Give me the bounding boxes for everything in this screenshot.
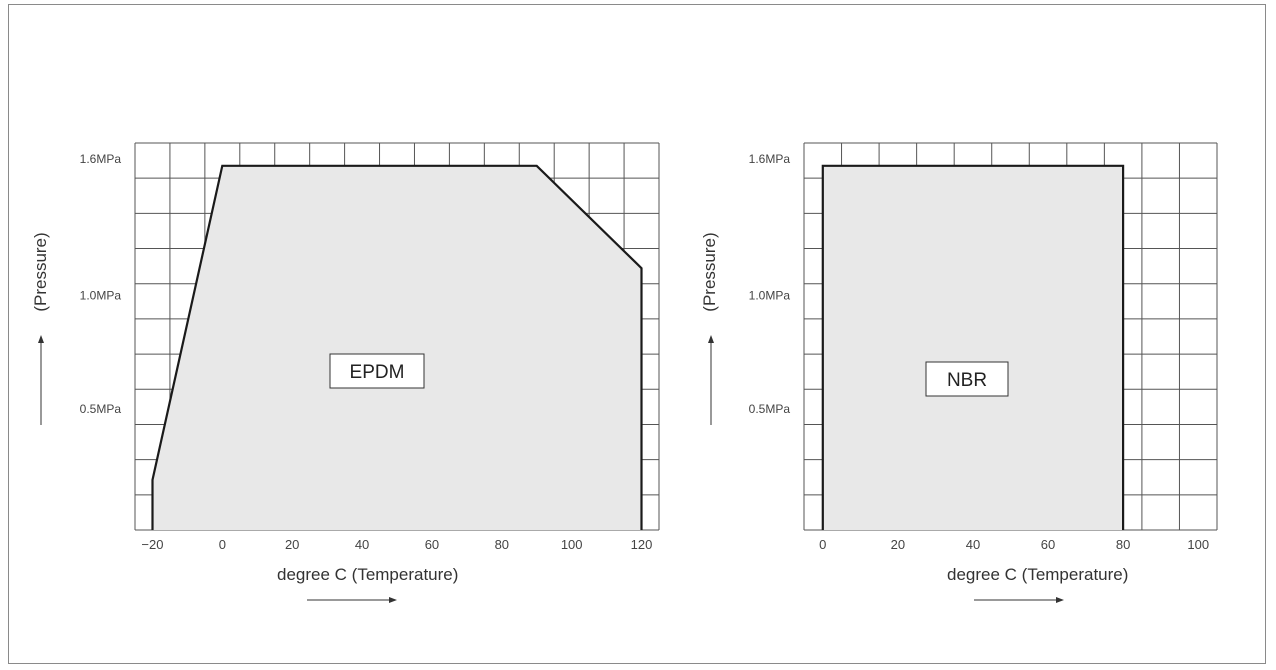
nbr-chart: NBR 0.5MPa 1.0MPa 1.6MPa 0 20 40 60 80 100 (Pressu… bbox=[700, 142, 1218, 603]
epdm-chart: EPDM 0.5MPa 1.0MPa 1.6MPa −20 0 20 40 60 80 100 120… bbox=[31, 142, 660, 603]
epdm-x-tick-label: 40 bbox=[355, 537, 369, 552]
nbr-region-outline bbox=[821, 164, 1125, 530]
epdm-x-tick-label: 60 bbox=[425, 537, 439, 552]
epdm-x-tick-label: 80 bbox=[495, 537, 509, 552]
epdm-x-tick-label: −20 bbox=[141, 537, 163, 552]
nbr-x-tick-label: 20 bbox=[891, 537, 905, 552]
epdm-y-tick-label: 0.5MPa bbox=[80, 402, 122, 416]
epdm-label-box bbox=[329, 353, 425, 389]
nbr-x-tick-label: 100 bbox=[1187, 537, 1209, 552]
nbr-label-box bbox=[925, 361, 1009, 397]
nbr-region-label: NBR bbox=[947, 370, 987, 391]
epdm-y-arrow-head bbox=[38, 335, 44, 343]
epdm-y-tick-label: 1.6MPa bbox=[80, 152, 122, 166]
nbr-x-arrow-head bbox=[1056, 597, 1064, 603]
figure-frame: EPDM 0.5MPa 1.0MPa 1.6MPa −20 0 20 40 60 80 100 120… bbox=[8, 4, 1266, 664]
epdm-x-tick-label: 20 bbox=[285, 537, 299, 552]
epdm-y-axis-label: (Pressure) bbox=[31, 232, 50, 311]
epdm-x-axis-label: degree C (Temperature) bbox=[277, 565, 458, 584]
epdm-x-tick-label: 0 bbox=[219, 537, 226, 552]
epdm-y-tick-label: 1.0MPa bbox=[80, 288, 122, 302]
nbr-y-tick-label: 1.0MPa bbox=[749, 288, 791, 302]
nbr-x-tick-label: 40 bbox=[966, 537, 980, 552]
charts-canvas: EPDM 0.5MPa 1.0MPa 1.6MPa −20 0 20 40 60 80 100 120… bbox=[31, 142, 1218, 603]
nbr-x-axis-label: degree C (Temperature) bbox=[947, 565, 1128, 584]
nbr-y-arrow-head bbox=[708, 335, 714, 343]
epdm-region-fill bbox=[152, 165, 642, 531]
nbr-y-tick-label: 1.6MPa bbox=[749, 152, 791, 166]
nbr-x-tick-label: 0 bbox=[819, 537, 826, 552]
nbr-y-axis-label: (Pressure) bbox=[700, 232, 719, 311]
epdm-x-arrow-head bbox=[389, 597, 397, 603]
epdm-region-outline bbox=[151, 164, 643, 530]
nbr-x-tick-label: 60 bbox=[1041, 537, 1055, 552]
epdm-x-tick-label: 100 bbox=[561, 537, 583, 552]
nbr-x-tick-label: 80 bbox=[1116, 537, 1130, 552]
epdm-region-label: EPDM bbox=[350, 362, 405, 383]
nbr-region-fill bbox=[822, 165, 1124, 531]
epdm-x-tick-label: 120 bbox=[631, 537, 653, 552]
nbr-y-tick-label: 0.5MPa bbox=[749, 402, 791, 416]
